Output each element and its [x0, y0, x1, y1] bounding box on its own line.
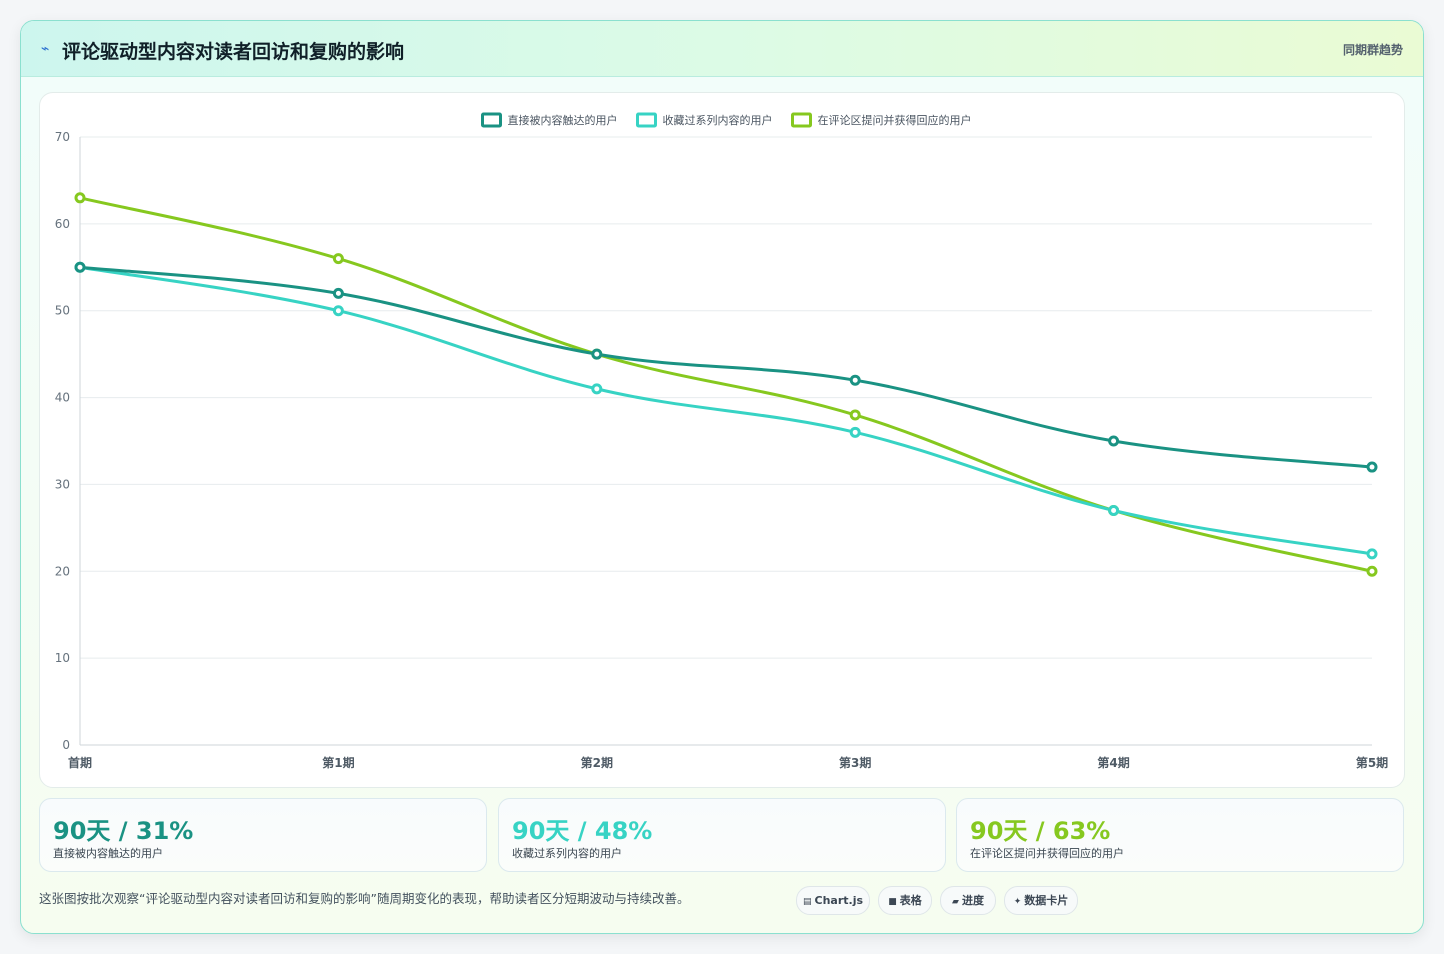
x-tick-label: 第1期	[322, 755, 354, 770]
page-title: 评论驱动型内容对读者回访和复购的影响	[62, 41, 405, 63]
legend-label: 直接被内容触达的用户	[508, 113, 618, 127]
y-tick-label: 70	[55, 130, 70, 144]
stat-value: 90天 / 63%	[970, 817, 1111, 845]
tag-label: 进度	[961, 894, 984, 907]
data-point	[332, 287, 344, 299]
data-point	[74, 192, 86, 204]
table-icon: ■	[888, 897, 897, 907]
y-tick-label: 50	[55, 304, 70, 318]
data-point	[849, 409, 861, 421]
y-tick-label: 40	[55, 391, 70, 405]
series-line	[79, 265, 1373, 556]
tag-label: Chart.js	[814, 894, 864, 907]
x-tick-label: 首期	[68, 755, 92, 770]
data-point	[1366, 461, 1378, 473]
legend-swatch	[481, 112, 502, 128]
data-point	[74, 261, 86, 273]
x-tick-label: 第3期	[839, 755, 871, 770]
card-header: ⌁ 评论驱动型内容对读者回访和复购的影响 同期群趋势	[21, 21, 1423, 77]
stat-value: 90天 / 48%	[512, 817, 653, 845]
data-point	[849, 426, 861, 438]
stat-value: 90天 / 31%	[53, 817, 194, 845]
tag-progress[interactable]: ▰ 进度	[940, 886, 996, 915]
legend-label: 收藏过系列内容的用户	[663, 113, 773, 127]
legend-swatch	[791, 112, 812, 128]
data-point	[1366, 565, 1378, 577]
tag-table[interactable]: ■ 表格	[878, 886, 932, 915]
stat-label: 直接被内容触达的用户	[53, 847, 163, 860]
line-chart: 0 10 20 30 40 50 60 70 首期 第1期 第2期 第3期 第4期 第5期 直接被内容触达的…	[55, 112, 1388, 770]
legend-label: 在评论区提问并获得回应的用户	[818, 113, 972, 127]
data-point	[1108, 504, 1120, 516]
y-tick-label: 10	[55, 651, 70, 665]
chart-icon: ▤	[802, 897, 812, 907]
data-point	[849, 374, 861, 386]
y-tick-label: 60	[55, 217, 70, 231]
y-tick-label: 0	[62, 738, 70, 752]
y-tick-label: 30	[55, 477, 70, 491]
stat-card-direct: 90天 / 31% 直接被内容触达的用户	[39, 798, 487, 872]
cohort-trend-label: 同期群趋势	[1342, 43, 1403, 57]
data-point	[1366, 548, 1378, 560]
tag-chartjs[interactable]: ▤ Chart.js	[796, 886, 870, 915]
series-line	[79, 265, 1373, 469]
x-tick-label: 第2期	[581, 755, 613, 770]
chart-description: 这张图按批次观察“评论驱动型内容对读者回访和复购的影响”随周期变化的表现，帮助读…	[39, 891, 690, 906]
x-tick-label: 第4期	[1097, 755, 1129, 770]
dashboard-card: ⌁ 评论驱动型内容对读者回访和复购的影响 同期群趋势 0 10 20 30 40 50 60…	[20, 20, 1424, 934]
chart-panel: 0 10 20 30 40 50 60 70 首期 第1期 第2期 第3期 第4期 第5期 直接被内容触达的…	[39, 92, 1405, 788]
tag-label: 表格	[899, 894, 922, 907]
data-point	[591, 348, 603, 360]
stat-card-commented: 90天 / 63% 在评论区提问并获得回应的用户	[956, 798, 1404, 872]
chart-spark-icon: ⌁	[41, 41, 50, 57]
stat-card-saved: 90天 / 48% 收藏过系列内容的用户	[498, 798, 946, 872]
tag-data-card[interactable]: ✦ 数据卡片	[1004, 886, 1078, 915]
y-tick-label: 20	[55, 564, 70, 578]
x-tick-label: 第5期	[1356, 755, 1388, 770]
data-point	[591, 383, 603, 395]
legend-swatch	[636, 112, 657, 128]
series-line	[79, 196, 1373, 573]
tag-label: 数据卡片	[1024, 894, 1069, 907]
progress-icon: ▰	[952, 897, 959, 907]
stat-label: 在评论区提问并获得回应的用户	[970, 847, 1124, 860]
stat-label: 收藏过系列内容的用户	[512, 847, 622, 860]
data-point	[332, 305, 344, 317]
data-point	[1108, 435, 1120, 447]
data-point	[332, 253, 344, 265]
card-icon: ✦	[1013, 897, 1022, 907]
